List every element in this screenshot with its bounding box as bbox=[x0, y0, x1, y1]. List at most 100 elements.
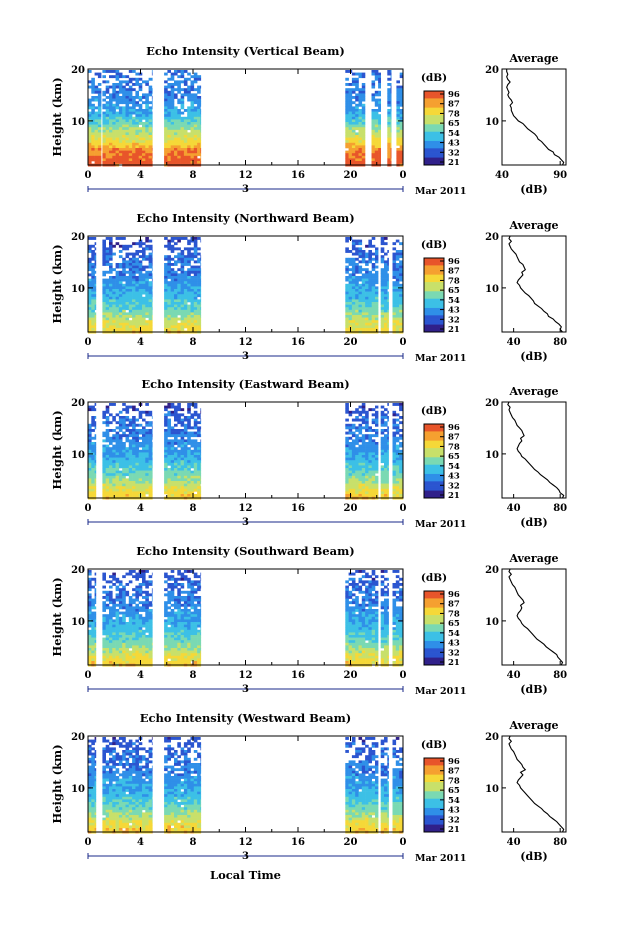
colorbar-segment bbox=[424, 161, 444, 164]
heatmap-cell bbox=[395, 452, 400, 456]
heatmap-cell bbox=[345, 150, 349, 154]
heatmap-cell bbox=[197, 122, 201, 125]
heatmap-cell bbox=[183, 291, 188, 295]
heatmap-cell bbox=[371, 137, 376, 141]
colorbar-segment bbox=[424, 91, 444, 94]
heatmap-cell bbox=[177, 457, 181, 461]
heatmap-cell bbox=[115, 299, 120, 303]
heatmap-cell bbox=[122, 124, 126, 128]
heatmap-cell bbox=[190, 486, 195, 490]
heatmap-cell bbox=[125, 88, 130, 92]
heatmap-cell bbox=[355, 291, 359, 295]
heatmap-cell bbox=[183, 109, 188, 112]
heatmap-cell bbox=[365, 470, 369, 474]
heatmap-cell bbox=[177, 473, 181, 477]
heatmap-cell bbox=[200, 325, 202, 329]
heatmap-cell bbox=[91, 328, 95, 331]
heatmap-cell bbox=[132, 429, 136, 432]
heatmap-cell bbox=[112, 307, 116, 311]
heatmap-cell bbox=[109, 658, 113, 662]
heatmap-cell bbox=[138, 315, 143, 318]
heatmap-cell bbox=[177, 322, 181, 326]
heatmap-cell bbox=[88, 312, 92, 316]
colorbar-segment bbox=[424, 285, 444, 288]
heatmap-cell bbox=[112, 109, 116, 112]
heatmap-cell bbox=[380, 242, 385, 246]
heatmap-cell bbox=[371, 116, 376, 120]
heatmap-cell bbox=[351, 244, 356, 248]
heatmap-cell bbox=[170, 132, 175, 136]
heatmap-cell bbox=[142, 111, 146, 115]
heatmap-cell bbox=[187, 137, 191, 141]
heatmap-cell bbox=[190, 312, 195, 316]
heatmap-cell bbox=[97, 142, 102, 146]
heatmap-cell bbox=[102, 642, 106, 646]
heatmap-cell bbox=[380, 286, 385, 290]
heatmap-cell bbox=[145, 488, 149, 492]
heatmap-cell bbox=[88, 462, 92, 466]
heatmap-cell bbox=[399, 449, 403, 453]
heatmap-cell bbox=[142, 436, 146, 440]
heatmap-cell bbox=[392, 426, 397, 430]
heatmap-cell bbox=[170, 263, 175, 266]
colorbar-segment bbox=[424, 494, 444, 497]
heatmap-cell bbox=[351, 447, 356, 451]
heatmap-cell bbox=[167, 312, 171, 316]
heatmap-cell bbox=[112, 468, 116, 471]
heatmap-cell bbox=[125, 481, 130, 484]
heatmap-cell bbox=[193, 488, 198, 492]
heatmap-cell bbox=[358, 276, 363, 279]
heatmap-cell bbox=[167, 101, 171, 105]
heatmap-cell bbox=[115, 434, 120, 438]
heatmap-cell bbox=[368, 468, 372, 471]
colorbar-segment bbox=[424, 446, 444, 449]
heatmap-cell bbox=[167, 244, 171, 248]
heatmap-cell bbox=[142, 302, 146, 305]
heatmap-cell bbox=[135, 260, 139, 264]
heatmap-cell bbox=[371, 70, 376, 73]
heatmap-cell bbox=[361, 436, 366, 440]
heatmap-cell bbox=[355, 109, 359, 112]
heatmap-cell bbox=[180, 278, 185, 282]
heatmap-cell bbox=[115, 140, 120, 144]
heatmap-cell bbox=[142, 309, 146, 313]
heatmap-cell bbox=[177, 449, 181, 453]
heatmap-cell bbox=[118, 304, 123, 308]
heatmap-cell bbox=[193, 418, 198, 422]
heatmap-cell bbox=[395, 309, 400, 313]
heatmap-cell bbox=[390, 83, 392, 86]
heatmap-cell bbox=[365, 449, 369, 453]
heatmap-cell bbox=[395, 481, 400, 484]
heatmap-cell bbox=[88, 442, 92, 445]
heatmap-cell bbox=[187, 462, 191, 466]
heatmap-cell bbox=[102, 155, 106, 159]
heatmap-cell bbox=[197, 90, 201, 94]
colorbar-segment bbox=[424, 102, 444, 105]
heatmap-cell bbox=[351, 72, 356, 76]
heatmap-cell bbox=[177, 80, 181, 84]
heatmap-cell bbox=[164, 465, 168, 469]
heatmap-cell bbox=[365, 436, 369, 440]
heatmap-cell bbox=[183, 309, 188, 313]
heatmap-cell bbox=[365, 268, 369, 272]
heatmap-cell bbox=[371, 140, 376, 144]
heatmap-cell bbox=[94, 408, 97, 412]
heatmap-cell bbox=[399, 90, 404, 94]
heatmap-cell bbox=[180, 273, 185, 277]
heatmap-cell bbox=[190, 426, 195, 430]
heatmap-cell bbox=[91, 140, 95, 144]
heatmap-cell bbox=[112, 658, 116, 662]
heatmap-cell bbox=[145, 281, 149, 285]
colorbar-segment bbox=[424, 135, 444, 138]
heatmap-cell bbox=[365, 468, 369, 471]
heatmap-cell bbox=[151, 150, 153, 154]
colorbar-segment bbox=[424, 291, 444, 294]
heatmap-cell bbox=[390, 140, 392, 144]
heatmap-cell bbox=[164, 244, 168, 248]
heatmap-cell bbox=[358, 317, 363, 321]
heatmap-cell bbox=[345, 132, 349, 136]
colorbar-tick-label: 32 bbox=[448, 481, 460, 491]
heatmap-cell bbox=[183, 325, 188, 329]
colorbar-tick-label: 21 bbox=[448, 491, 460, 501]
heatmap-cell bbox=[365, 423, 369, 427]
